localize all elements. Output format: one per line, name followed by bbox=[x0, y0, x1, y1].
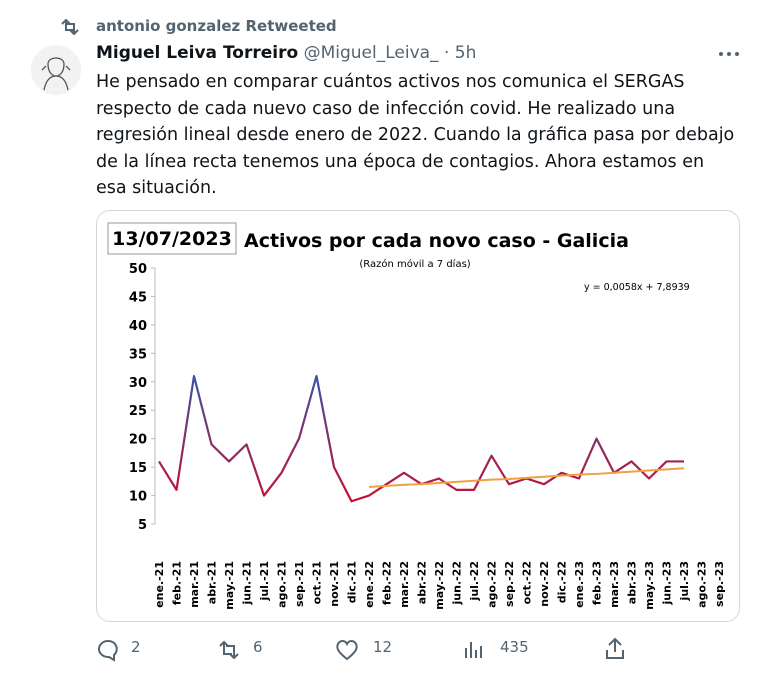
x-tick-label: abr.-22 bbox=[416, 561, 429, 604]
like-count: 12 bbox=[373, 638, 393, 656]
x-tick-label: ago.-21 bbox=[276, 561, 289, 608]
x-tick-label: oct.-21 bbox=[311, 561, 324, 604]
y-tick-label: 10 bbox=[129, 490, 147, 505]
equation: y = 0,0058x + 7,8939 bbox=[584, 282, 690, 293]
x-tick-label: abr.-23 bbox=[626, 561, 639, 604]
avatar[interactable] bbox=[30, 44, 82, 96]
author-handle[interactable]: @Miguel_Leiva_ bbox=[303, 43, 439, 63]
x-tick-label: jun.-22 bbox=[451, 561, 464, 605]
chart-title: Activos por cada novo caso - Galicia bbox=[244, 230, 629, 252]
x-tick-label: may.-22 bbox=[433, 561, 446, 610]
separator: · bbox=[443, 43, 450, 63]
x-tick-label: abr.-21 bbox=[206, 561, 219, 604]
time[interactable]: 5h bbox=[454, 43, 477, 63]
x-tick-label: jun.-23 bbox=[661, 561, 674, 605]
y-tick-label: 40 bbox=[129, 319, 147, 334]
x-tick-label: ene.-23 bbox=[573, 561, 586, 608]
y-tick-label: 45 bbox=[129, 290, 147, 305]
x-tick-label: oct.-22 bbox=[521, 561, 534, 604]
x-tick-label: jul.-22 bbox=[468, 561, 481, 601]
y-tick-label: 15 bbox=[129, 461, 147, 476]
x-tick-label: mar.-23 bbox=[608, 561, 621, 608]
x-tick-label: ene.-21 bbox=[153, 561, 166, 608]
more-button[interactable] bbox=[716, 48, 742, 60]
author-name[interactable]: Miguel Leiva Torreiro bbox=[96, 43, 299, 63]
tweet-header: Miguel Leiva Torreiro @Miguel_Leiva_ · 5… bbox=[96, 43, 476, 63]
share-button[interactable] bbox=[603, 636, 627, 662]
tweet-text: He pensado en comparar cuántos activos n… bbox=[96, 72, 735, 198]
retweet-icon bbox=[61, 18, 79, 36]
y-tick-label: 30 bbox=[129, 376, 147, 391]
retweet-button[interactable] bbox=[216, 638, 242, 662]
retweet-label[interactable]: antonio gonzalez Retweeted bbox=[96, 17, 337, 35]
x-tick-label: mar.-21 bbox=[188, 561, 201, 608]
x-tick-label: dic.-22 bbox=[556, 561, 569, 603]
x-tick-label: sep.-22 bbox=[503, 561, 516, 607]
reply-icon[interactable] bbox=[96, 638, 120, 662]
x-tick-label: sep.-23 bbox=[713, 561, 726, 607]
x-tick-label: dic.-21 bbox=[346, 561, 359, 603]
date-box bbox=[107, 222, 237, 255]
x-tick-label: feb.-23 bbox=[591, 561, 604, 605]
x-tick-label: jul.-23 bbox=[678, 561, 691, 601]
y-tick-label: 25 bbox=[129, 404, 147, 419]
x-tick-label: nov.-22 bbox=[538, 561, 551, 607]
x-tick-label: feb.-21 bbox=[171, 561, 184, 605]
retweet-count: 6 bbox=[253, 638, 263, 656]
x-tick-label: may.-21 bbox=[223, 561, 236, 610]
like-button[interactable] bbox=[334, 638, 360, 662]
views-icon[interactable] bbox=[462, 638, 486, 662]
chart-subtitle: (Razón móvil a 7 días) bbox=[359, 258, 470, 270]
chart-image[interactable]: 13/07/2023 Activos por cada novo caso - … bbox=[96, 210, 740, 622]
y-tick-label: 50 bbox=[129, 262, 147, 277]
x-tick-label: sep.-21 bbox=[293, 561, 306, 607]
x-tick-label: jun.-21 bbox=[241, 561, 254, 605]
date-label: 13/07/2023 bbox=[112, 228, 232, 250]
x-tick-label: ene.-22 bbox=[363, 561, 376, 608]
y-tick-label: 35 bbox=[129, 347, 147, 362]
chart: 13/07/2023 Activos por cada novo caso - … bbox=[107, 222, 726, 610]
x-tick-label: ago.-22 bbox=[486, 561, 499, 608]
x-tick-label: feb.-22 bbox=[381, 561, 394, 605]
x-tick-label: nov.-21 bbox=[328, 561, 341, 607]
y-tick-label: 20 bbox=[129, 433, 147, 448]
reply-count: 2 bbox=[131, 638, 141, 656]
x-tick-label: mar.-22 bbox=[398, 561, 411, 608]
x-tick-label: may.-23 bbox=[643, 561, 656, 610]
y-tick-label: 5 bbox=[138, 518, 147, 533]
data-line bbox=[158, 374, 684, 503]
view-count: 435 bbox=[500, 638, 529, 656]
x-tick-label: jul.-21 bbox=[258, 561, 271, 601]
x-tick-label: ago.-23 bbox=[696, 561, 709, 608]
trend-line bbox=[368, 467, 685, 489]
